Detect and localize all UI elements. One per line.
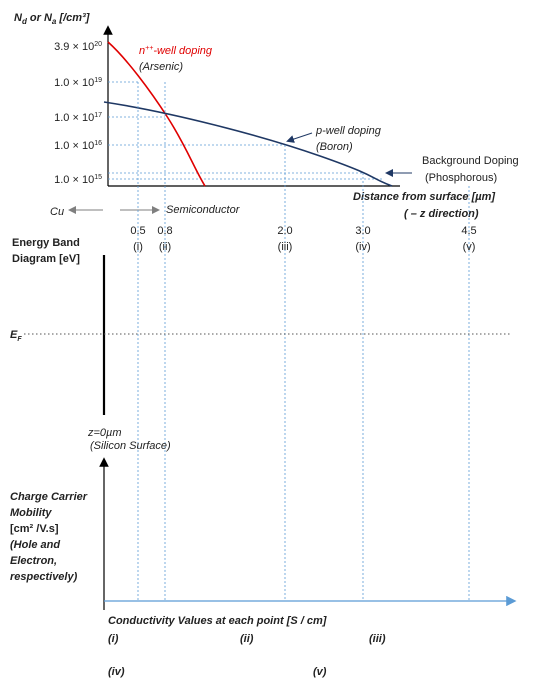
doping-y-tick-4: 1.0 × 1016 (54, 140, 102, 152)
pwell-doping-curve (103, 101, 393, 187)
doping-y-tick-1: 3.9 × 1020 (54, 41, 102, 53)
conductivity-item-1: (i) (108, 633, 119, 645)
position-value-4: 3.0 (355, 225, 370, 237)
conductivity-item-3: (iii) (369, 633, 386, 645)
doping-y-ticks: 3.9 × 1020 1.0 × 1019 1.0 × 1017 1.0 × 1016… (54, 41, 102, 186)
position-roman-3: (iii) (278, 241, 293, 253)
nwell-label: n++-well doping (139, 45, 213, 57)
pwell-sub-label: (Boron) (316, 141, 353, 153)
semiconductor-label: Semiconductor (166, 204, 241, 216)
energy-band-title-line2: Diagram [eV] (12, 253, 80, 265)
doping-y-tick-3: 1.0 × 1017 (54, 112, 102, 124)
doping-y-tick-5: 1.0 × 1015 (54, 174, 102, 186)
position-value-2: 0.8 (157, 225, 172, 237)
mobility-title-line-3: [cm² /V.s] (10, 523, 59, 535)
distance-axis-sub-label: ( – z direction) (404, 208, 479, 220)
background-doping-sub-label: (Phosphorous) (425, 172, 497, 184)
conductivity-items: (i) (ii) (iii) (iv) (v) (108, 633, 386, 678)
z0-label: z=0µm (87, 427, 122, 439)
mobility-title-line-4: (Hole and (10, 539, 60, 551)
energy-band-title-line1: Energy Band (12, 237, 80, 249)
doping-axis-label: Nd or Na [/cm³] (14, 12, 90, 26)
nwell-doping-curve (107, 41, 206, 187)
position-roman-4: (iv) (355, 241, 370, 253)
mobility-title-line-1: Charge Carrier (10, 491, 88, 503)
doping-guides (108, 81, 383, 180)
mobility-title-line-5: Electron, (10, 555, 57, 567)
mobility-title-line-6: respectively) (10, 571, 78, 583)
position-value-1: 0.5 (130, 225, 145, 237)
position-value-5: 4.5 (461, 225, 476, 237)
cu-label: Cu (50, 206, 64, 218)
conductivity-item-4: (iv) (108, 666, 125, 678)
pwell-arrow (286, 132, 313, 143)
conductivity-item-2: (ii) (240, 633, 254, 645)
conductivity-title: Conductivity Values at each point [S / c… (108, 615, 327, 627)
position-value-3: 2.0 (277, 225, 292, 237)
distance-axis-label: Distance from surface [µm] (353, 191, 495, 203)
position-markers: 0.5 (i) 0.8 (ii) 2.0 (iii) 3.0 (iv) 4.5 (v) (130, 82, 477, 601)
mobility-title-line-2: Mobility (10, 507, 52, 519)
nwell-sub-label: (Arsenic) (139, 61, 183, 73)
pwell-label: p-well doping (315, 125, 382, 137)
mobility-title: Charge Carrier Mobility [cm² /V.s] (Hole an… (10, 491, 88, 583)
background-doping-label: Background Doping (422, 155, 519, 167)
position-roman-5: (v) (463, 241, 476, 253)
position-roman-2: (ii) (159, 241, 171, 253)
doping-y-tick-2: 1.0 × 1019 (54, 77, 102, 89)
z0-sub-label: (Silicon Surface) (90, 440, 171, 452)
conductivity-item-5: (v) (313, 666, 327, 678)
fermi-level-label: EF (10, 329, 22, 343)
position-roman-1: (i) (133, 241, 143, 253)
